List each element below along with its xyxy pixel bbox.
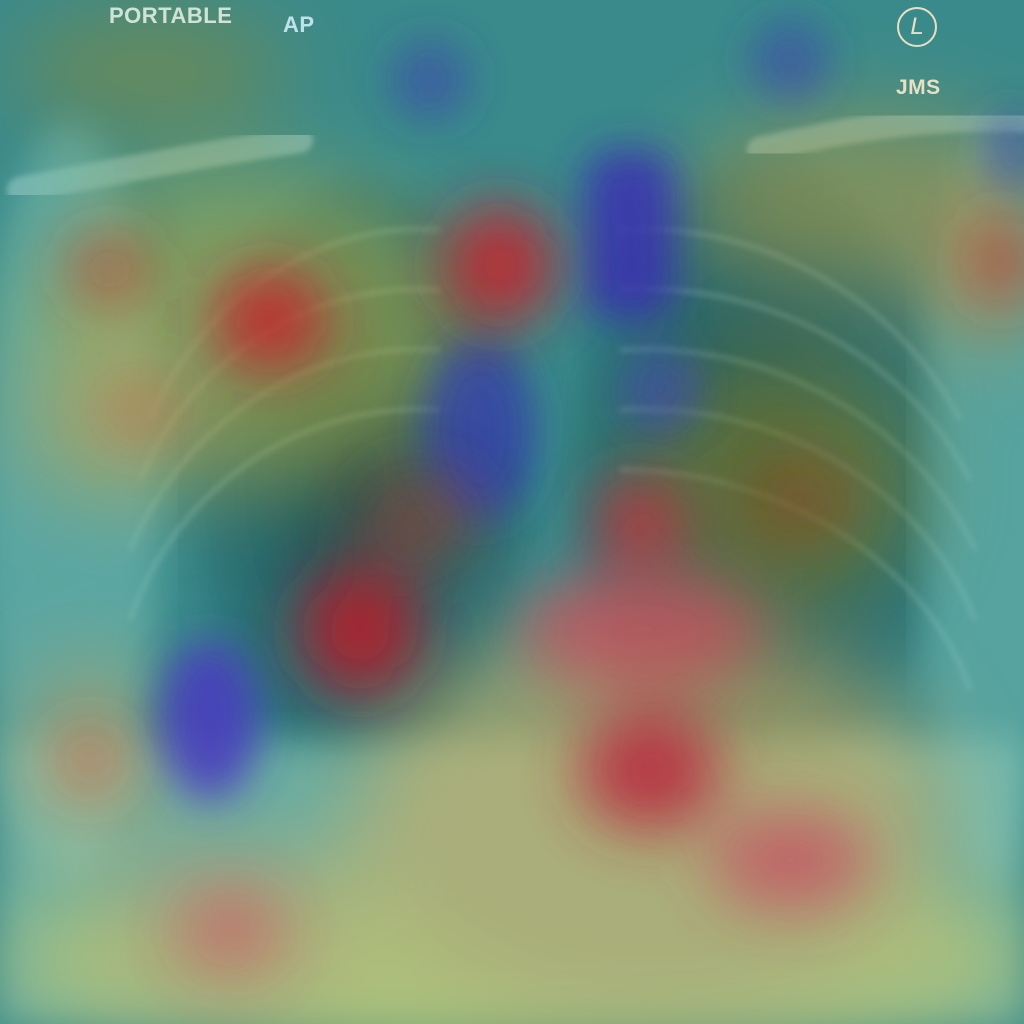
side-marker: L	[897, 7, 937, 47]
portable-label: PORTABLE	[109, 3, 233, 28]
side-marker-letter: L	[910, 13, 924, 40]
technologist-initials: JMS	[896, 76, 941, 99]
projection-label: AP	[283, 12, 315, 37]
